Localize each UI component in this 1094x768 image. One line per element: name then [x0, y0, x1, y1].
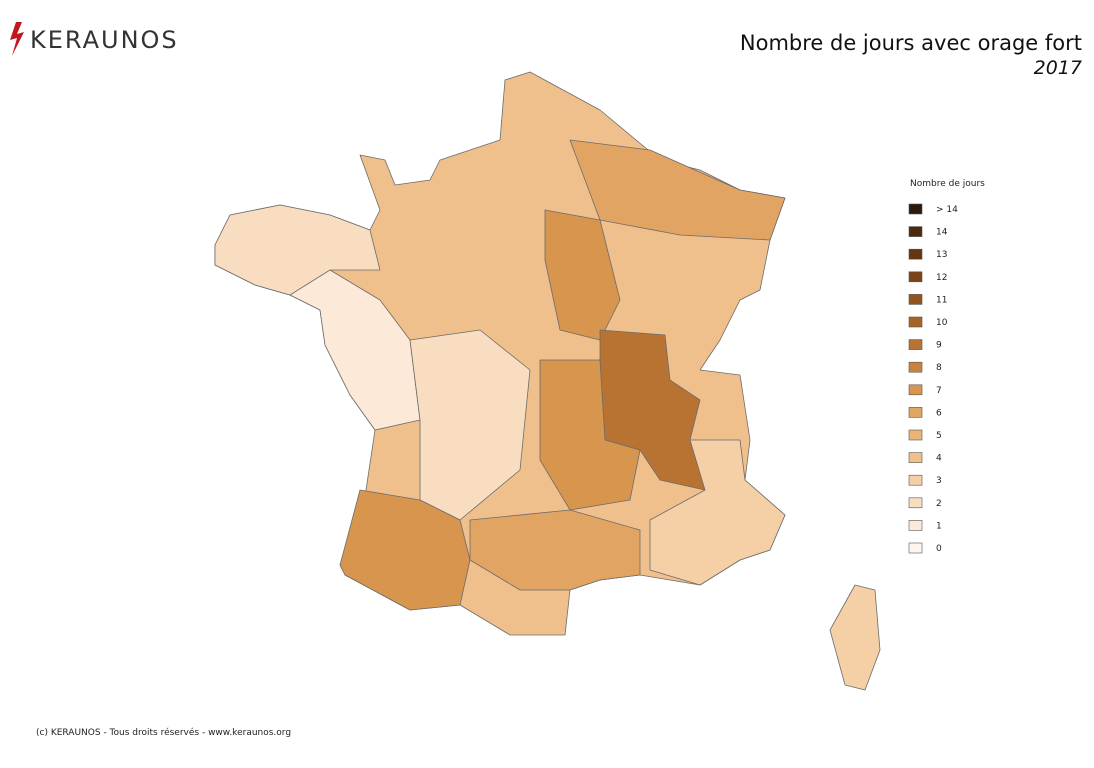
region-brittany — [214, 204, 381, 296]
region-centre — [409, 329, 531, 521]
region-south — [469, 509, 641, 591]
legend-swatch — [908, 542, 923, 554]
legend-label: 5 — [936, 431, 942, 441]
logo: KERAUNOS — [10, 22, 179, 56]
legend-label: 14 — [936, 228, 948, 238]
legend-swatch — [908, 361, 923, 373]
legend-label: 11 — [936, 295, 947, 305]
legend-swatch — [908, 339, 923, 350]
legend-swatch — [908, 203, 923, 215]
legend-swatch — [908, 474, 923, 486]
legend-swatch — [908, 226, 923, 237]
legend-swatch — [908, 429, 923, 441]
region-northeast — [569, 139, 786, 241]
legend-label: 10 — [936, 318, 948, 328]
region-southwest — [339, 489, 471, 611]
legend-swatch — [908, 407, 923, 418]
corsica — [829, 584, 881, 691]
footer-credit: (c) KERAUNOS - Tous droits réservés - ww… — [36, 727, 291, 738]
legend-label: 1 — [936, 521, 942, 531]
legend-label: 4 — [936, 454, 942, 464]
legend-swatch — [908, 520, 923, 531]
legend-label: 0 — [936, 544, 942, 554]
legend-swatch — [908, 248, 923, 260]
legend-label: 13 — [936, 250, 947, 260]
legend-label: > 14 — [936, 205, 958, 215]
region-southeast — [649, 439, 786, 586]
legend-label: 2 — [936, 499, 942, 509]
legend-title: Nombre de jours — [910, 179, 985, 189]
map-title: Nombre de jours avec orage fort — [740, 31, 1082, 55]
legend-swatch — [908, 384, 923, 396]
region-west — [254, 269, 421, 431]
logo-bolt — [10, 22, 24, 56]
legend-label: 12 — [936, 273, 947, 283]
legend-label: 6 — [936, 408, 942, 418]
legend-swatch — [908, 271, 923, 283]
legend-label: 8 — [936, 363, 942, 373]
legend-label: 9 — [936, 341, 942, 351]
region-massif — [539, 359, 641, 511]
legend-swatch — [908, 497, 923, 509]
brand: KERAUNOS — [30, 26, 179, 54]
map — [214, 71, 881, 691]
legend-label: 3 — [936, 476, 942, 486]
legend-swatch — [908, 316, 923, 328]
legend-swatch — [908, 294, 923, 305]
map-subtitle: 2017 — [1034, 57, 1082, 79]
legend-label: 7 — [936, 386, 942, 396]
legend-swatch — [908, 452, 923, 463]
